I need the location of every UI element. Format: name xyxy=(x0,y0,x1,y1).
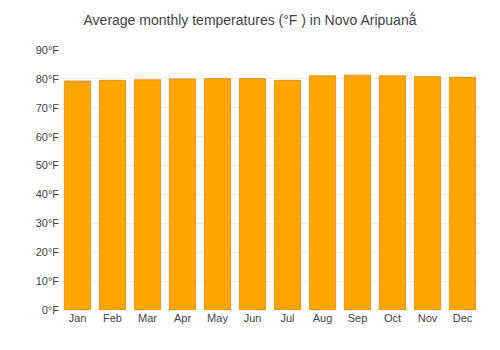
svg-text:May: May xyxy=(207,312,228,324)
svg-text:Average monthly temperatures (: Average monthly temperatures (°F ) in No… xyxy=(84,12,417,28)
svg-text:Mar: Mar xyxy=(138,312,157,324)
svg-text:Oct: Oct xyxy=(384,312,401,324)
svg-text:10°F: 10°F xyxy=(36,275,60,287)
svg-text:Dec: Dec xyxy=(453,312,473,324)
svg-text:50°F: 50°F xyxy=(36,159,60,171)
svg-text:80°F: 80°F xyxy=(36,73,60,85)
svg-text:Nov: Nov xyxy=(418,312,438,324)
svg-text:Feb: Feb xyxy=(103,312,122,324)
svg-text:70°F: 70°F xyxy=(36,102,60,114)
svg-text:60°F: 60°F xyxy=(36,131,60,143)
svg-text:Aug: Aug xyxy=(313,312,333,324)
svg-text:Jan: Jan xyxy=(69,312,87,324)
svg-text:40°F: 40°F xyxy=(36,188,60,200)
svg-text:90°F: 90°F xyxy=(36,44,60,56)
svg-text:0°F: 0°F xyxy=(42,304,60,316)
svg-text:Jul: Jul xyxy=(280,312,294,324)
svg-text:Apr: Apr xyxy=(174,312,191,324)
svg-text:Jun: Jun xyxy=(244,312,262,324)
svg-text:20°F: 20°F xyxy=(36,246,60,258)
svg-text:Sep: Sep xyxy=(348,312,368,324)
svg-text:30°F: 30°F xyxy=(36,217,60,229)
